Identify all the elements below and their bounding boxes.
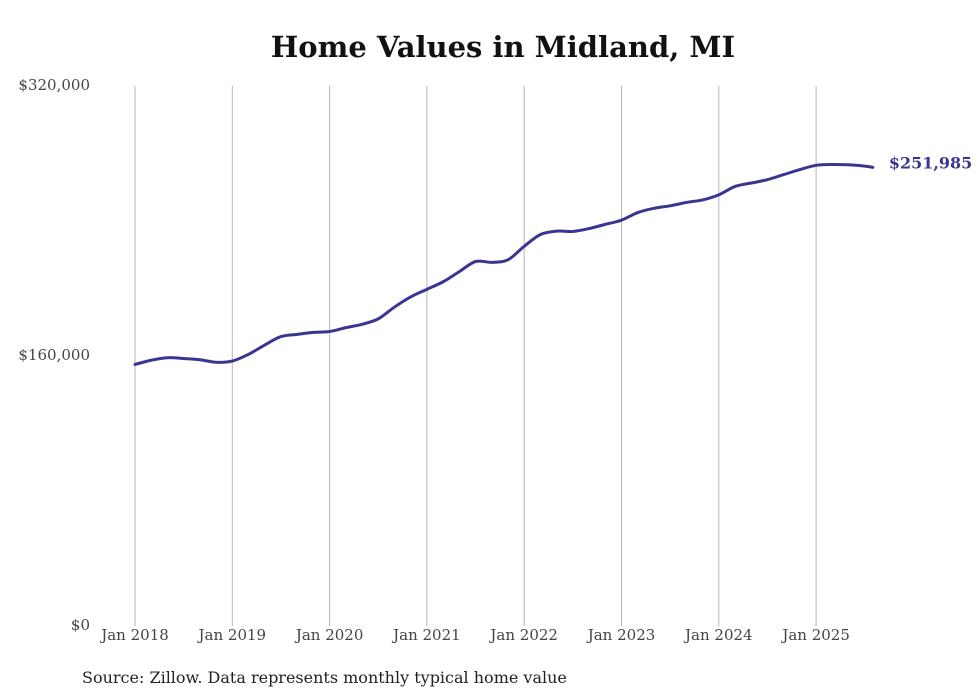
y-tick-label: $320,000 [18, 76, 90, 94]
source-note: Source: Zillow. Data represents monthly … [82, 668, 567, 687]
x-tick-label: Jan 2022 [488, 626, 558, 644]
x-tick-label: Jan 2018 [99, 626, 169, 644]
series-line [133, 162, 875, 366]
y-tick-label: $0 [71, 616, 90, 634]
x-tick-label: Jan 2025 [780, 626, 850, 644]
y-tick-label: $160,000 [18, 346, 90, 364]
x-tick-label: Jan 2020 [294, 626, 364, 644]
x-tick-label: Jan 2023 [586, 626, 656, 644]
x-tick-label: Jan 2019 [197, 626, 267, 644]
chart-title: Home Values in Midland, MI [270, 30, 736, 64]
x-tick-label: Jan 2021 [391, 626, 461, 644]
x-tick-label: Jan 2024 [683, 626, 753, 644]
end-value-label: $251,985 [889, 153, 973, 172]
